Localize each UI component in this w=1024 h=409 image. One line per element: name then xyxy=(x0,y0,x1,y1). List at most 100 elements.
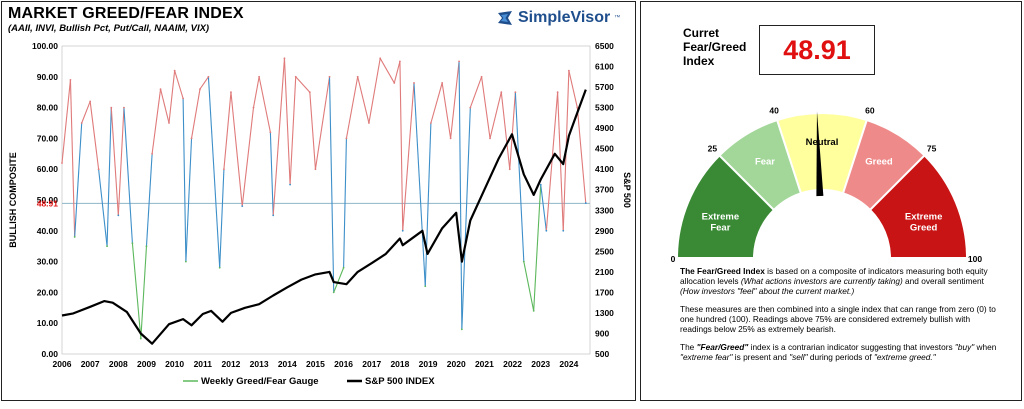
gauge-series-segment xyxy=(343,138,347,268)
gauge-series-segment xyxy=(424,122,432,287)
y-right-tick-label: 4900 xyxy=(595,123,614,133)
gauge-data-point xyxy=(168,122,170,124)
gauge-tick-label: 40 xyxy=(769,106,779,116)
x-tick-label: 2008 xyxy=(109,359,128,369)
gauge-segment-label-word: Neutral xyxy=(806,137,839,148)
gauge-data-point xyxy=(123,106,125,109)
gauge-series-segment xyxy=(430,82,443,124)
gauge-series-segment xyxy=(207,76,221,268)
gauge-series-segment xyxy=(333,267,345,293)
gauge-data-point xyxy=(190,137,193,140)
gauge-series-segment xyxy=(61,79,71,164)
y-left-tick-label: 0.00 xyxy=(41,349,58,359)
gauge-data-point xyxy=(332,291,335,294)
gauge-data-point xyxy=(514,91,517,94)
gauge-series-segment xyxy=(328,76,335,293)
y-right-tick-label: 2900 xyxy=(595,226,614,236)
x-tick-label: 2015 xyxy=(306,359,325,369)
gauge-series-segment xyxy=(110,107,119,216)
x-tick-label: 2023 xyxy=(531,359,550,369)
gauge-data-point xyxy=(241,205,244,208)
gauge-series-segment xyxy=(461,107,471,330)
gauge-data-point xyxy=(393,82,396,84)
description-text: The xyxy=(680,342,697,352)
gauge-series-segment xyxy=(272,58,286,216)
gauge-segment-label-word: Extreme xyxy=(905,211,943,222)
brand-tm: ™ xyxy=(614,15,621,21)
gauge-data-point xyxy=(500,91,503,94)
gauge-series-segment xyxy=(523,261,535,311)
gauge-data-point xyxy=(314,168,317,171)
gauge-series-segment xyxy=(450,61,460,139)
x-tick-label: 2007 xyxy=(81,359,100,369)
y-right-tick-label: 500 xyxy=(595,349,609,359)
gauge-data-point xyxy=(173,69,176,72)
gauge-data-point xyxy=(328,75,331,78)
x-tick-label: 2016 xyxy=(334,359,353,369)
gauge-segment-label-word: Greed xyxy=(910,222,938,233)
y-right-tick-label: 5700 xyxy=(595,82,614,92)
gauge-series-segment xyxy=(190,89,201,139)
description-paragraph-3: The "Fear/Greed" index is a contrarian i… xyxy=(680,342,1000,362)
y-left-tick-label: 60.00 xyxy=(37,164,59,174)
simplevisor-logo-icon xyxy=(498,11,512,25)
x-tick-label: 2013 xyxy=(250,359,269,369)
brand-logo: SimpleVisor ™ xyxy=(496,9,620,27)
gauge-series-segment xyxy=(576,107,587,204)
gauge-series-segment xyxy=(289,76,297,185)
gauge-data-point xyxy=(294,75,297,78)
gauge-series-segment xyxy=(283,58,291,185)
description-italic: (How investors "feel" about the current … xyxy=(680,286,855,296)
description-text: is present and xyxy=(732,352,790,362)
gauge-data-point xyxy=(469,106,472,109)
gauge-tick-label: 75 xyxy=(927,143,937,153)
gauge-data-point xyxy=(545,229,548,232)
gauge-series-segment xyxy=(509,92,516,170)
gauge-data-point xyxy=(379,57,382,60)
chart-subtitle: (AAII, INVI, Bullish Pct, Put/Call, NAAI… xyxy=(8,23,210,34)
gauge-data-point xyxy=(508,168,511,171)
gauge-series-segment xyxy=(174,70,184,99)
y-left-tick-label: 70.00 xyxy=(37,133,59,143)
description-italic: "sell" xyxy=(789,352,808,362)
gauge-segment-label: Neutral xyxy=(806,137,839,148)
description-bold-term: The Fear/Greed Index xyxy=(680,266,765,276)
gauge-series-segment xyxy=(399,61,404,231)
legend-sp500-label: S&P 500 INDEX xyxy=(365,376,435,387)
description-italic: "buy" xyxy=(954,342,975,352)
gauge-data-point xyxy=(145,245,148,248)
gauge-segment-label-word: Greed xyxy=(865,157,893,168)
gauge-data-point xyxy=(449,137,452,140)
gauge-data-point xyxy=(413,82,415,84)
gauge-series-segment xyxy=(379,58,395,84)
gauge-data-point xyxy=(429,122,432,124)
gauge-data-point xyxy=(480,75,483,78)
gauge-data-point xyxy=(230,91,232,94)
gauge-segment-label-word: Fear xyxy=(755,157,775,168)
gauge-series-segment xyxy=(182,98,187,262)
gauge-data-point xyxy=(131,242,134,245)
gauge-segment-label-word: Extreme xyxy=(702,211,740,222)
gauge-series-segment xyxy=(241,107,255,207)
gauge-series-segment xyxy=(314,76,331,170)
gauge-data-point xyxy=(80,122,83,124)
gauge-series-segment xyxy=(230,92,243,207)
current-index-value: 48.91 xyxy=(783,34,851,65)
gauge-data-point xyxy=(223,168,225,171)
gauge-series-segment xyxy=(223,92,232,170)
gauge-series-segment xyxy=(368,58,381,124)
gauge-panel: Curret Fear/Greed Index 48.91 Extreme Fea… xyxy=(640,1,1022,401)
gauge-data-point xyxy=(199,88,201,91)
chart-title: MARKET GREED/FEAR INDEX xyxy=(8,5,244,22)
gauge-tick-label: 100 xyxy=(968,254,982,264)
gauge-series-segment xyxy=(481,76,491,139)
description-italic: "extreme greed." xyxy=(873,352,936,362)
y-right-tick-label: 4100 xyxy=(595,164,614,174)
gauge-data-point xyxy=(258,75,261,78)
gauge-segment-label-word: Fear xyxy=(710,222,730,233)
gauge-data-point xyxy=(89,100,92,103)
x-tick-label: 2018 xyxy=(390,359,409,369)
gauge-series-segment xyxy=(402,82,415,231)
description-text: and overall sentiment xyxy=(902,276,984,286)
description-bold-term: "Fear/Greed" xyxy=(696,342,749,352)
